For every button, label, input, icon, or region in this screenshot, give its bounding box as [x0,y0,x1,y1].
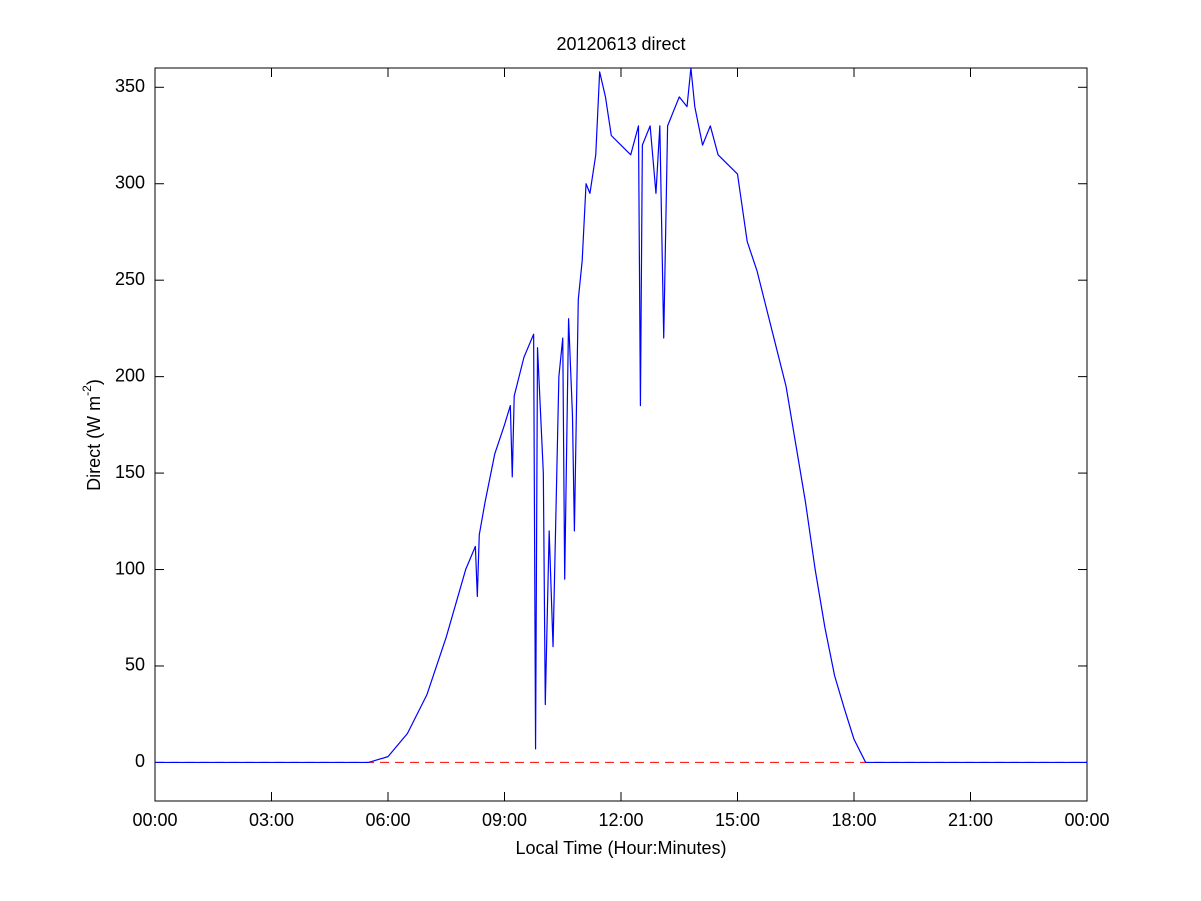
x-tick-label: 21:00 [948,810,993,830]
y-tick-label: 250 [115,269,145,289]
x-tick-label: 12:00 [598,810,643,830]
y-tick-label: 150 [115,462,145,482]
x-tick-label: 18:00 [831,810,876,830]
y-axis-label-tail: ) [84,379,104,385]
y-tick-label: 0 [135,751,145,771]
x-tick-label: 03:00 [249,810,294,830]
data-line [155,67,1087,764]
x-tick-label: 15:00 [715,810,760,830]
y-tick-label: 200 [115,365,145,385]
y-tick-label: 100 [115,558,145,578]
y-tick-label: 50 [125,655,145,675]
y-axis-label-main: Direct (W m [84,396,104,491]
x-tick-label: 00:00 [1064,810,1109,830]
chart-title: 20120613 direct [556,34,685,54]
plot-frame [154,67,1088,802]
x-axis-label: Local Time (Hour:Minutes) [515,838,726,858]
x-tick-label: 06:00 [365,810,410,830]
y-tick-label: 350 [115,76,145,96]
y-tick-label: 300 [115,172,145,192]
x-tick-label: 09:00 [482,810,527,830]
x-tick-label: 00:00 [132,810,177,830]
y-axis-label: Direct (W m-2) [80,379,104,491]
y-axis-label-sup: -2 [80,385,94,396]
